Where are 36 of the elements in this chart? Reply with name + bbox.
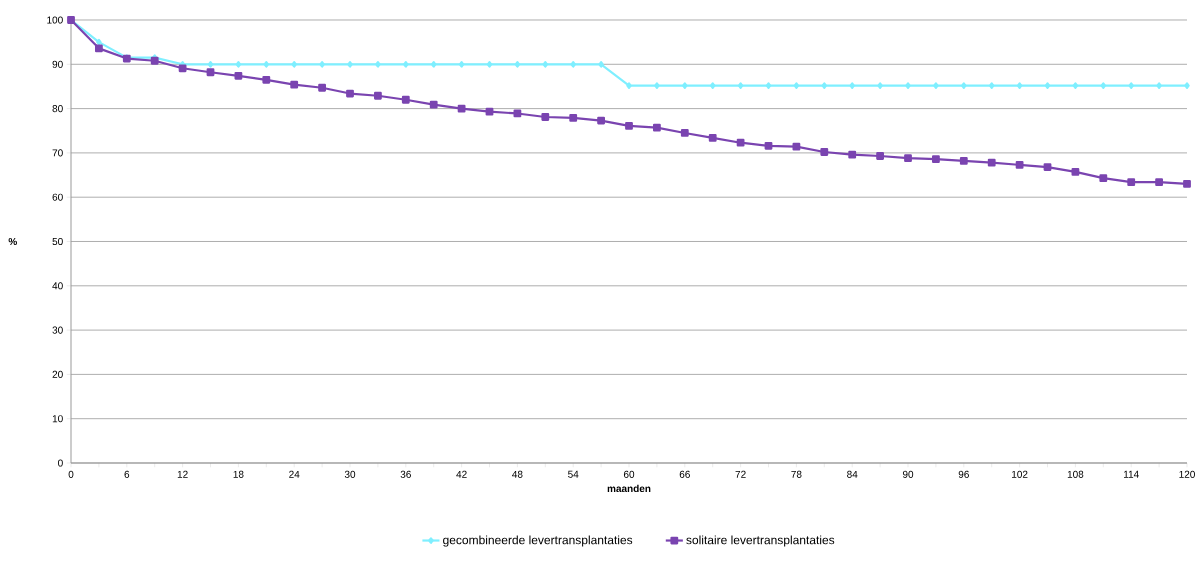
x-tick-label: 36: [400, 470, 411, 478]
x-tick-label: 60: [623, 470, 635, 478]
x-tick-label: 102: [1012, 470, 1028, 478]
x-tick-label: 78: [791, 470, 802, 478]
x-tick-label: 108: [1067, 470, 1084, 478]
x-tick-label: 6: [124, 470, 130, 478]
x-tick-label: 66: [679, 470, 690, 478]
x-tick-label: 24: [289, 470, 300, 478]
y-tick-label: 40: [52, 282, 63, 290]
x-tick-label: 120: [1179, 470, 1195, 478]
y-tick-label: 10: [52, 415, 63, 423]
x-axis-title: maanden: [607, 484, 651, 493]
x-tick-label: 72: [735, 470, 746, 478]
y-tick-label: 70: [52, 149, 63, 157]
x-tick-label: 48: [512, 470, 523, 478]
y-tick-label: 80: [52, 105, 63, 113]
legend-label: gecombineerde levertransplantaties: [443, 535, 633, 547]
x-tick-label: 18: [233, 470, 244, 478]
y-tick-label: 20: [52, 370, 63, 378]
y-tick-label: 0: [58, 459, 63, 467]
y-tick-label: 90: [52, 60, 63, 68]
x-tick-label: 84: [847, 470, 858, 478]
y-axis-title: %: [8, 237, 17, 246]
x-tick-label: 42: [456, 470, 467, 478]
x-tick-label: 12: [177, 470, 188, 478]
legend-label: solitaire levertransplantaties: [686, 535, 835, 547]
x-tick-label: 30: [344, 470, 356, 478]
x-tick-label: 114: [1124, 470, 1139, 478]
x-tick-label: 0: [68, 470, 74, 478]
y-tick-label: 30: [52, 326, 63, 334]
x-tick-label: 96: [958, 470, 969, 478]
y-tick-label: 60: [52, 193, 63, 201]
y-tick-label: 50: [52, 237, 63, 246]
x-tick-label: 90: [902, 470, 914, 478]
y-tick-label: 100: [47, 16, 63, 24]
x-tick-label: 54: [568, 470, 579, 478]
